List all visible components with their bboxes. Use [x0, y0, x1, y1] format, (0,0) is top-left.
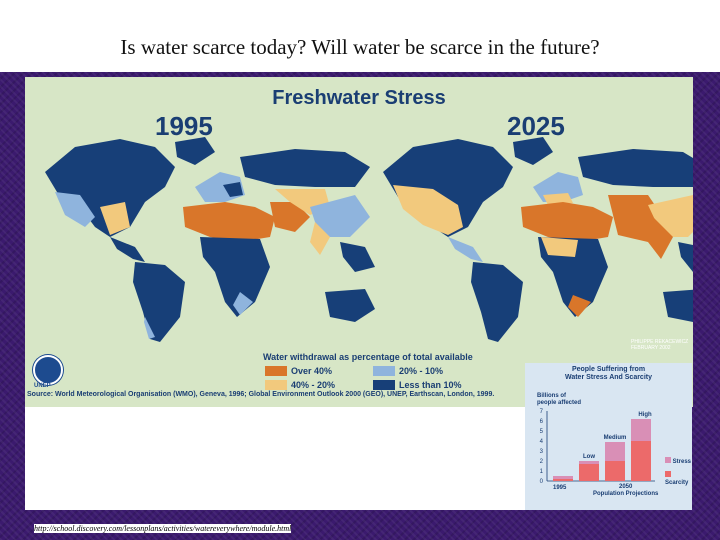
freshwater-stress-map: Freshwater Stress 1995 2025 PHILIPPE REK…: [25, 77, 693, 407]
bar-stress-high: [631, 419, 651, 441]
bar-stress-1995: [553, 476, 573, 479]
legend-item-20-10: 20% - 10%: [373, 366, 443, 376]
legend-title: Water withdrawal as percentage of total …: [263, 352, 473, 362]
x-label-2050: 2050 Population Projections: [593, 484, 658, 498]
inset-bar-chart: 7 6 5 4 3 2 1 0 Low Medium High: [540, 409, 655, 485]
cartographer-signature: PHILIPPE REKACEWICZ: [631, 339, 689, 345]
bar-scarcity-medium: [605, 461, 625, 481]
legend-label: Scarcity: [665, 480, 689, 486]
unep-logo-text: UNEP: [34, 383, 51, 389]
legend-item-less-10: Less than 10%: [373, 380, 462, 390]
inset-title-line2: Water Stress And Scarcity: [564, 374, 652, 381]
unep-logo-icon: [33, 355, 63, 385]
map-1995: [45, 137, 375, 342]
y-tick-label: 2: [540, 459, 544, 465]
slide-title: Is water scarce today? Will water be sca…: [120, 35, 600, 59]
legend-swatch: [265, 380, 287, 390]
inset-legend-stress: Stress: [665, 457, 691, 466]
y-tick-label: 4: [540, 439, 544, 445]
bar-label-low: Low: [583, 454, 595, 460]
y-tick-label: 0: [540, 479, 544, 485]
bar-stress-low: [579, 461, 599, 464]
legend-label: Over 40%: [291, 366, 333, 376]
bar-scarcity-1995: [553, 479, 573, 481]
y-tick-label: 5: [540, 429, 544, 435]
inset-legend-scarcity: Scarcity: [665, 471, 692, 487]
legend-item-over-40: Over 40%: [265, 366, 332, 376]
bar-label-medium: Medium: [604, 435, 627, 441]
ylabel-line1: Billions of: [537, 393, 566, 399]
map-date: FEBRUARY 2002: [631, 345, 671, 351]
y-tick-label: 1: [540, 469, 544, 475]
legend-swatch: [373, 366, 395, 376]
y-tick-label: 6: [540, 419, 544, 425]
legend-label: 20% - 10%: [399, 366, 444, 376]
inset-ylabel: Billions of people affected: [537, 393, 581, 407]
year-label-2025: 2025: [507, 111, 565, 141]
inset-title: People Suffering from Water Stress And S…: [525, 366, 692, 382]
source-url-link[interactable]: http://school.discovery.com/lessonplans/…: [34, 524, 292, 533]
bar-scarcity-low: [579, 464, 599, 481]
x-label-projections: Population Projections: [593, 491, 659, 497]
legend-label: 40% - 20%: [291, 380, 336, 390]
legend-label: Less than 10%: [399, 380, 462, 390]
world-maps: [25, 77, 693, 347]
bar-stress-medium: [605, 442, 625, 461]
legend-label: Stress: [672, 459, 692, 465]
bar-scarcity-high: [631, 441, 651, 481]
x-label-2050-year: 2050: [618, 484, 633, 490]
x-label-1995: 1995: [553, 485, 567, 491]
inset-chart-panel: People Suffering from Water Stress And S…: [525, 363, 692, 510]
source-credit: Source: World Meteorological Organisatio…: [27, 391, 495, 398]
legend-swatch: [373, 380, 395, 390]
y-tick-label: 3: [540, 449, 544, 455]
legend-swatch: [265, 366, 287, 376]
year-label-1995: 1995: [155, 111, 213, 141]
ylabel-line2: people affected: [537, 400, 582, 406]
legend-item-40-20: 40% - 20%: [265, 380, 335, 390]
inset-title-line1: People Suffering from: [571, 366, 646, 373]
map-title: Freshwater Stress: [272, 87, 446, 109]
y-tick-label: 7: [540, 409, 544, 415]
bar-label-high: High: [638, 412, 652, 418]
map-2025: [383, 137, 693, 342]
blank-area: [25, 407, 525, 510]
